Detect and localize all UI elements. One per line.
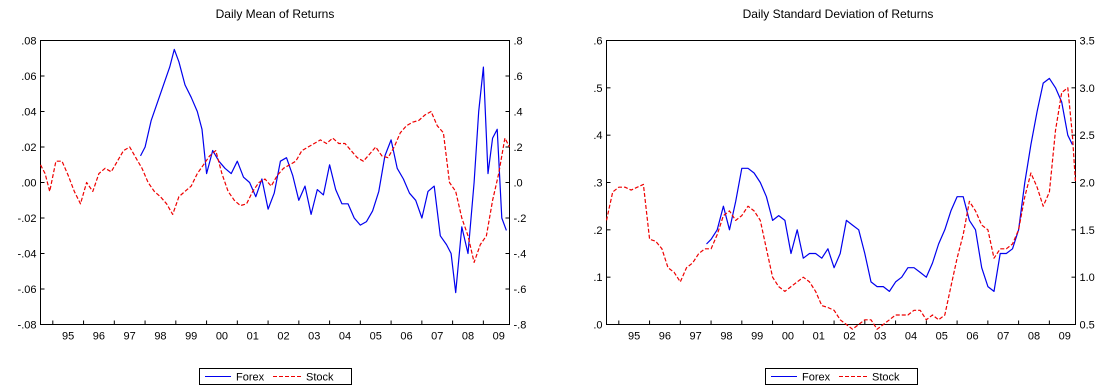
x-tick-label: 09 — [1059, 331, 1071, 343]
x-tick-label: 95 — [628, 331, 640, 343]
x-tick-label: 02 — [277, 331, 289, 343]
y-left-tick-label: .08 — [21, 36, 36, 48]
x-tick-label: 96 — [659, 331, 671, 343]
y-right-tick-label: 1.0 — [1080, 272, 1095, 284]
left-y-axis: .08 .06 .04 .02 .00 -.02 -.04 -.06 -.08 — [18, 36, 45, 332]
chart-title: Daily Standard Deviation of Returns — [743, 7, 934, 21]
x-tick-label: 99 — [751, 331, 763, 343]
x-tick-label: 08 — [462, 331, 474, 343]
x-tick-label: 07 — [431, 331, 443, 343]
legend: Forex Stock — [199, 368, 352, 385]
x-tick-label: 98 — [720, 331, 732, 343]
y-left-tick-label: .3 — [593, 178, 602, 190]
y-right-tick-label: 3.0 — [1080, 83, 1095, 95]
y-right-tick-label: -.8 — [514, 320, 527, 332]
x-tick-label: 05 — [370, 331, 382, 343]
y-left-tick-label: .02 — [21, 142, 36, 154]
y-right-tick-label: .0 — [514, 178, 523, 190]
series-lines — [605, 77, 1077, 330]
y-right-tick-label: .8 — [514, 36, 523, 48]
plot-frame — [40, 40, 510, 325]
y-left-tick-label: -.02 — [18, 213, 37, 225]
x-tick-label: 00 — [216, 331, 228, 343]
y-right-tick-label: .4 — [514, 107, 523, 119]
left-y-axis: .6 .5 .4 .3 .2 .1 .0 — [593, 36, 611, 332]
x-tick-label: 97 — [124, 331, 136, 343]
x-axis: 95 96 97 98 99 00 01 02 03 04 05 06 07 08 09 — [618, 320, 1071, 343]
x-tick-label: 01 — [247, 331, 259, 343]
series-lines — [39, 48, 511, 294]
y-right-tick-label: 1.5 — [1080, 225, 1095, 237]
y-right-tick-label: .2 — [514, 142, 523, 154]
x-tick-label: 98 — [154, 331, 166, 343]
legend: Forex Stock — [765, 368, 918, 385]
y-left-tick-label: .2 — [593, 225, 602, 237]
chart-title: Daily Mean of Returns — [216, 7, 335, 21]
x-tick-label: 04 — [905, 331, 917, 343]
legend-forex-label: Forex — [236, 372, 265, 384]
x-tick-label: 06 — [966, 331, 978, 343]
x-tick-label: 96 — [93, 331, 105, 343]
stddev-returns-chart: Daily Standard Deviation of Returns .6 .5… — [593, 7, 1095, 385]
x-tick-label: 04 — [339, 331, 351, 343]
y-left-tick-label: .1 — [593, 272, 602, 284]
y-left-tick-label: .4 — [593, 130, 602, 142]
y-right-tick-label: -.4 — [514, 249, 527, 261]
y-left-tick-label: -.06 — [18, 284, 37, 296]
series-line-stock — [605, 87, 1077, 330]
x-axis: 95 96 97 98 99 00 01 02 03 04 05 06 07 08 09 — [52, 320, 505, 343]
x-tick-label: 05 — [936, 331, 948, 343]
y-right-tick-label: -.2 — [514, 213, 527, 225]
right-y-axis: 3.5 3.0 2.5 2.0 1.5 1.0 0.5 — [1071, 36, 1095, 332]
legend-stock-label: Stock — [306, 372, 334, 384]
y-right-tick-label: .6 — [514, 71, 523, 83]
x-tick-label: 00 — [782, 331, 794, 343]
y-left-tick-label: .6 — [593, 36, 602, 48]
x-tick-label: 08 — [1028, 331, 1040, 343]
x-tick-label: 95 — [62, 331, 74, 343]
x-tick-label: 97 — [690, 331, 702, 343]
legend-forex-label: Forex — [802, 372, 831, 384]
y-left-tick-label: -.04 — [18, 249, 37, 261]
right-y-axis: .8 .6 .4 .2 .0 -.2 -.4 -.6 -.8 — [505, 36, 527, 332]
series-line-forex — [706, 77, 1073, 292]
x-tick-label: 01 — [813, 331, 825, 343]
y-right-tick-label: 3.5 — [1080, 36, 1095, 48]
x-tick-label: 06 — [400, 331, 412, 343]
y-left-tick-label: .00 — [21, 178, 36, 190]
series-line-stock — [39, 110, 511, 263]
x-tick-label: 07 — [997, 331, 1009, 343]
x-tick-label: 02 — [843, 331, 855, 343]
mean-returns-chart: Daily Mean of Returns .08 .06 .04 .02 .00 -.0… — [18, 7, 527, 385]
legend-stock-label: Stock — [872, 372, 900, 384]
x-tick-label: 99 — [185, 331, 197, 343]
x-tick-label: 09 — [493, 331, 505, 343]
y-left-tick-label: .04 — [21, 107, 36, 119]
y-right-tick-label: -.6 — [514, 284, 527, 296]
x-tick-label: 03 — [308, 331, 320, 343]
y-left-tick-label: .0 — [593, 320, 602, 332]
y-right-tick-label: 2.5 — [1080, 130, 1095, 142]
y-right-tick-label: 2.0 — [1080, 178, 1095, 190]
y-left-tick-label: -.08 — [18, 320, 37, 332]
y-left-tick-label: .06 — [21, 71, 36, 83]
x-tick-label: 03 — [874, 331, 886, 343]
series-line-forex — [139, 48, 507, 294]
plot-frame — [606, 40, 1076, 325]
y-left-tick-label: .5 — [593, 83, 602, 95]
y-right-tick-label: 0.5 — [1080, 320, 1095, 332]
